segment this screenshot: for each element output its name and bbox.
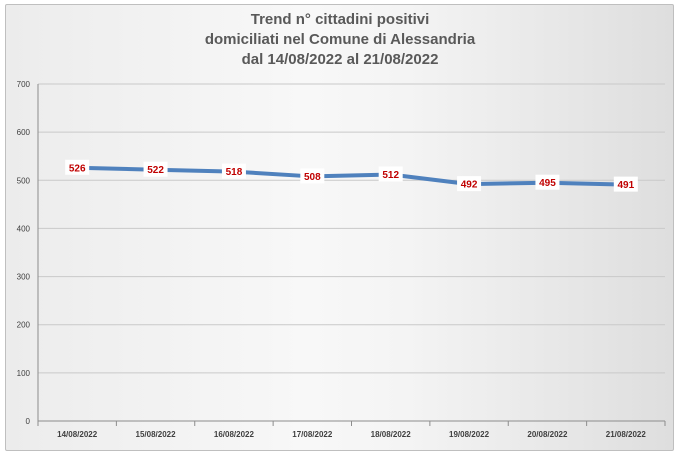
data-label-box	[143, 161, 168, 177]
x-tick-label: 18/08/2022	[371, 430, 412, 439]
data-label: 495	[539, 178, 556, 189]
y-tick-label: 500	[17, 176, 31, 185]
y-tick-label: 0	[26, 417, 31, 426]
data-label-box	[613, 176, 638, 192]
y-tick-label: 600	[17, 128, 31, 137]
x-tick-label: 16/08/2022	[214, 430, 255, 439]
y-tick-label: 300	[17, 273, 31, 282]
data-label-box	[535, 174, 560, 190]
data-label: 526	[69, 163, 86, 174]
x-tick-label: 21/08/2022	[606, 430, 647, 439]
x-tick-label: 14/08/2022	[57, 430, 98, 439]
chart-frame	[5, 4, 674, 451]
y-tick-label: 100	[17, 369, 31, 378]
data-label-box	[378, 166, 403, 182]
y-tick-label: 400	[17, 224, 31, 233]
x-tick-label: 19/08/2022	[449, 430, 490, 439]
data-label: 491	[617, 180, 634, 191]
data-label-box	[221, 163, 246, 179]
chart-title: Trend n° cittadini positivi domiciliati …	[0, 10, 680, 70]
series-line	[75, 165, 628, 187]
data-label-box	[65, 159, 90, 175]
chart-title-line-3: dal 14/08/2022 al 21/08/2022	[241, 51, 439, 68]
gridlines	[38, 83, 665, 374]
data-labels: 526 522 518 508 512 492 495 491	[65, 159, 638, 192]
x-tick-label: 15/08/2022	[136, 430, 177, 439]
chart-title-line-1: Trend n° cittadini positivi	[250, 11, 430, 28]
data-label-box	[300, 168, 325, 184]
data-label: 492	[461, 180, 478, 191]
axes	[37, 84, 666, 426]
y-axis-tick-labels: 0 100 200 300 400 500 600 700	[17, 80, 31, 426]
chart-title-line-2: domiciliati nel Comune di Alessandria	[204, 31, 476, 48]
x-axis-tick-labels: 14/08/2022 15/08/2022 16/08/2022 17/08/2022…	[57, 430, 646, 439]
data-label: 518	[226, 167, 243, 178]
x-tick-label: 17/08/2022	[292, 430, 333, 439]
data-label: 522	[147, 165, 164, 176]
y-tick-label: 200	[17, 321, 31, 330]
x-tick-label: 20/08/2022	[527, 430, 568, 439]
data-label-box	[457, 176, 482, 192]
y-tick-label: 700	[17, 80, 31, 89]
data-label: 512	[382, 170, 399, 181]
data-label: 508	[304, 172, 321, 183]
series-line-path	[75, 165, 628, 187]
